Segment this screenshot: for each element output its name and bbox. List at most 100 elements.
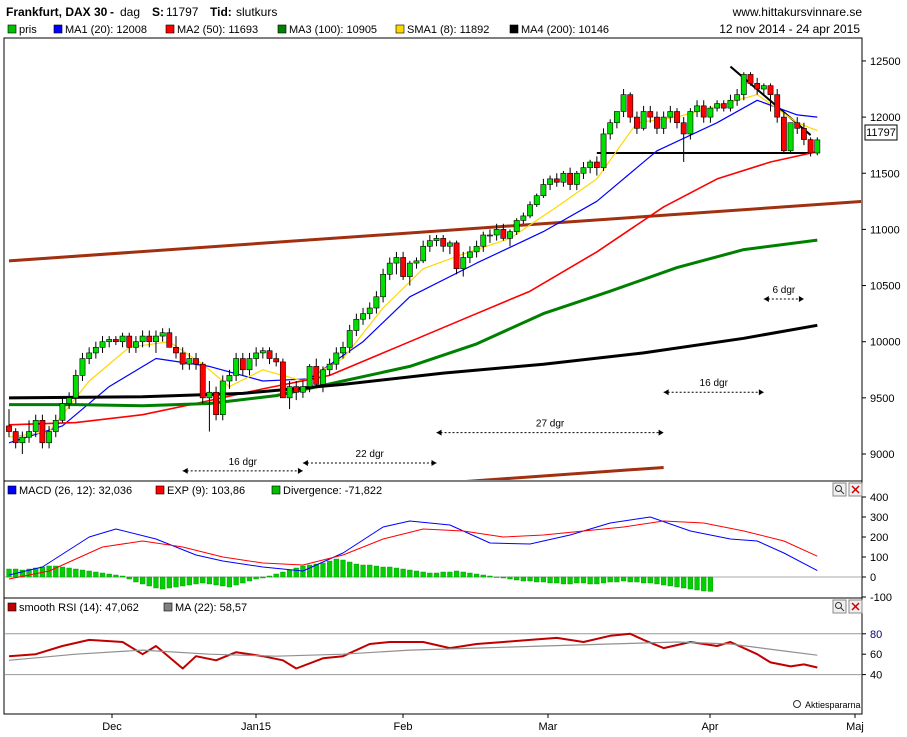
divergence-bar xyxy=(233,576,239,586)
candle-body xyxy=(787,122,794,152)
rsi-legend: smooth RSI (14): 47,062 MA (22): 58,57 xyxy=(7,602,247,614)
time-label: Tid: xyxy=(210,5,232,19)
legend-swatch xyxy=(271,485,281,495)
divergence-bar xyxy=(99,572,106,578)
legend-swatch xyxy=(277,24,287,34)
divergence-bar xyxy=(373,565,380,578)
divergence-bar xyxy=(667,576,673,587)
candle-body xyxy=(112,339,119,343)
candle-body xyxy=(246,358,253,371)
divergence-bar xyxy=(26,568,32,578)
divergence-bar xyxy=(400,568,406,578)
candle-body xyxy=(707,107,714,118)
candle-body xyxy=(547,178,553,185)
divergence-bar xyxy=(286,569,293,578)
arrow-head-left xyxy=(436,429,442,436)
candle-body xyxy=(213,391,219,415)
arrow-head-left xyxy=(302,459,308,466)
divergence-bar xyxy=(674,576,680,588)
legend-label: MA3 (100): 10905 xyxy=(289,24,377,36)
arrow-head-right xyxy=(431,459,437,466)
candle-body xyxy=(59,403,66,421)
candle-body xyxy=(39,420,46,444)
header: Frankfurt, DAX 30 - dag S: 11797 Tid: sl… xyxy=(6,5,862,36)
divergence-bar xyxy=(59,566,66,578)
candle-body xyxy=(179,352,186,365)
candle-body xyxy=(760,85,767,90)
divergence-bar xyxy=(360,564,366,578)
divergence-bar xyxy=(106,573,112,578)
macd-tick-label: -100 xyxy=(870,592,892,604)
divergence-bar xyxy=(514,576,520,581)
divergence-bar xyxy=(560,576,567,585)
arrow-head-left xyxy=(763,296,769,303)
lower-trend-line xyxy=(465,465,664,480)
candle-body xyxy=(420,245,427,262)
divergence-bar xyxy=(480,574,486,578)
macd-close-button[interactable] xyxy=(848,482,863,497)
series-line xyxy=(8,323,818,400)
chart-title: Frankfurt, DAX 30 xyxy=(6,5,108,19)
candle-body xyxy=(754,83,761,90)
last-label: S: xyxy=(152,5,164,19)
candle-body xyxy=(473,245,480,253)
watermark-text: Aktiespararna xyxy=(805,700,861,710)
macd-legend: MACD (26, 12): 32,036 EXP (9): 103,86 Dive… xyxy=(7,485,382,497)
divergence-bar xyxy=(620,576,627,582)
candle-body xyxy=(674,111,680,124)
divergence-bar xyxy=(173,576,179,588)
divergence-bar xyxy=(293,567,299,578)
candle-body xyxy=(620,94,627,112)
candle-body xyxy=(634,116,640,129)
candle-body xyxy=(453,242,460,270)
period-label: dag xyxy=(120,5,140,19)
divergence-bar xyxy=(681,576,687,589)
candle-body xyxy=(667,111,674,118)
annotation-label: 16 dgr xyxy=(700,378,729,389)
rsi-close-button[interactable] xyxy=(848,599,863,614)
rsi-zoom-button[interactable] xyxy=(832,599,847,614)
legend-label: Divergence: -71,822 xyxy=(283,485,382,497)
candle-body xyxy=(573,172,580,185)
candle-body xyxy=(12,431,19,444)
price-tick-label: 12000 xyxy=(870,112,901,124)
divergence-bar xyxy=(340,559,346,578)
divergence-bar xyxy=(474,573,480,578)
arrow-head-right xyxy=(297,467,303,474)
arrow-head-left xyxy=(182,467,188,474)
time-value: slutkurs xyxy=(236,5,277,19)
divergence-bar xyxy=(193,576,199,585)
candle-body xyxy=(727,99,734,109)
price-axis: 9000 9500 10000 10500 11000 11500 12000 12500 xyxy=(862,56,901,461)
legend-label: MA2 (50): 11693 xyxy=(177,24,258,36)
x-tick-label: Apr xyxy=(701,721,718,733)
candle-body xyxy=(720,103,727,109)
candle-body xyxy=(660,116,667,129)
divergence-bar xyxy=(73,568,79,578)
candle-body xyxy=(139,335,146,342)
macd-zoom-button[interactable] xyxy=(832,482,847,497)
macd-line xyxy=(8,520,818,580)
rsi-axis: 40 60 80 xyxy=(862,629,882,682)
divergence-bar xyxy=(253,576,259,580)
x-axis: Dec Jan15 Feb Mar Apr Maj xyxy=(102,714,864,733)
candle-body xyxy=(794,122,801,129)
divergence-bar xyxy=(520,576,526,582)
candle-body xyxy=(393,257,400,264)
price-tick-label: 11000 xyxy=(870,224,900,236)
candle-body xyxy=(293,386,300,393)
candle-body xyxy=(72,375,79,399)
legend-label: EXP (9): 103,86 xyxy=(167,485,245,497)
series-line xyxy=(9,238,818,408)
magnifier-icon xyxy=(835,485,842,492)
candle-body xyxy=(326,363,333,371)
x-tick-label: Jan15 xyxy=(241,721,271,733)
candle-body xyxy=(613,111,620,124)
legend-label: MACD (26, 12): 32,036 xyxy=(19,485,132,497)
divergence-bar xyxy=(273,573,279,578)
macd-tick-label: 0 xyxy=(870,572,876,584)
candle-body xyxy=(153,335,159,342)
candle-body xyxy=(400,257,407,277)
candle-body xyxy=(487,234,493,237)
legend-swatch xyxy=(163,602,173,612)
